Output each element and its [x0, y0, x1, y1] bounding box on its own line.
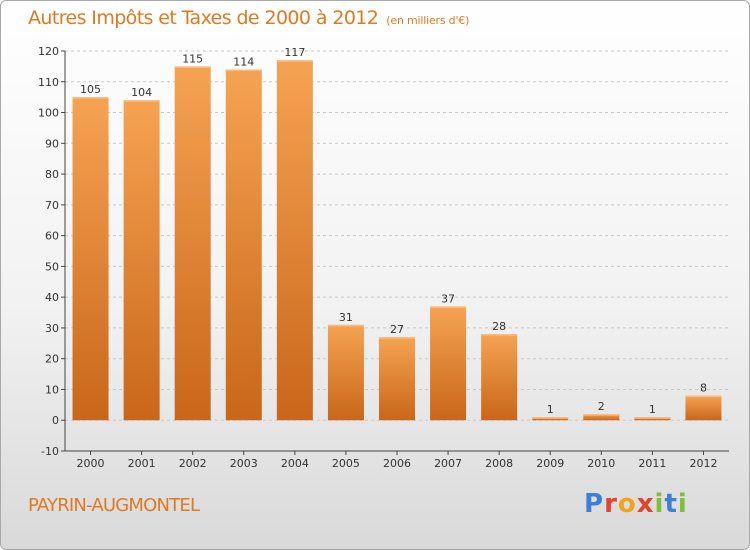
- bar: [276, 60, 313, 421]
- bar: [225, 69, 262, 421]
- bar-highlight: [379, 337, 415, 339]
- bar: [583, 414, 620, 421]
- y-tick-label: 100: [38, 107, 59, 120]
- y-tick-label: 90: [45, 137, 59, 150]
- logo-letter: i: [654, 489, 665, 519]
- bar-highlight: [685, 395, 722, 398]
- bar-highlight: [123, 100, 160, 102]
- x-tick-label: 2010: [587, 457, 615, 470]
- data-label: 31: [339, 311, 353, 324]
- x-tick-label: 2004: [281, 457, 309, 470]
- x-tick-label: 2003: [230, 457, 258, 470]
- bar-highlight: [174, 66, 211, 68]
- y-tick-label: 20: [45, 353, 59, 366]
- x-tick-label: 2001: [128, 457, 156, 470]
- x-tick-label: 2012: [689, 457, 717, 470]
- x-tick-label: 2006: [383, 457, 411, 470]
- logo-letter: P: [584, 489, 605, 519]
- logo-letter: x: [636, 489, 655, 519]
- y-tick-label: -10: [41, 445, 59, 458]
- data-label: 114: [233, 55, 254, 68]
- bar-highlight: [583, 414, 620, 416]
- y-tick-label: 30: [45, 322, 59, 335]
- bar-highlight: [532, 417, 569, 419]
- logo-letter: o: [617, 489, 637, 519]
- data-label: 105: [80, 83, 101, 96]
- data-label: 117: [284, 46, 305, 59]
- bar-highlight: [634, 417, 671, 419]
- data-label: 1: [547, 403, 554, 416]
- bar: [634, 417, 671, 421]
- bar-highlight: [276, 60, 313, 62]
- logo-letter: t: [664, 489, 678, 519]
- title-row: Autres Impôts et Taxes de 2000 à 2012 (en…: [28, 7, 469, 29]
- chart-subtitle: (en milliers d'€): [386, 14, 470, 27]
- data-label: 1: [649, 403, 656, 416]
- bars-layer: 105 104 115 114 117 31 27 37 28 1 2 1 8: [72, 46, 722, 421]
- y-tick-label: 50: [45, 260, 59, 273]
- y-tick-label: 80: [45, 168, 59, 181]
- bar: [327, 324, 364, 421]
- bar: [430, 306, 467, 421]
- chart-title: Autres Impôts et Taxes de 2000 à 2012: [28, 7, 379, 29]
- bar: [379, 337, 415, 421]
- bar: [532, 417, 569, 421]
- bar: [481, 334, 518, 421]
- x-tick-label: 2002: [179, 457, 207, 470]
- y-tick-label: 120: [38, 45, 59, 58]
- data-label: 2: [598, 400, 605, 413]
- y-tick-label: 60: [45, 230, 59, 243]
- bar-highlight: [327, 324, 364, 327]
- y-tick-label: 70: [45, 199, 59, 212]
- x-tick-label: 2005: [332, 457, 360, 470]
- bar-highlight: [430, 306, 467, 308]
- bar: [174, 66, 211, 421]
- y-tick-label: 40: [45, 291, 59, 304]
- data-label: 27: [390, 323, 404, 336]
- bar-highlight: [72, 97, 109, 99]
- axes-layer: -10 0 10 20 30 40 50 60 70 80 90 100 110 120 2000 2001 2…: [38, 45, 729, 470]
- x-tick-label: 2011: [638, 457, 666, 470]
- proxiti-logo[interactable]: Proxiti: [584, 489, 688, 519]
- y-tick-label: 110: [38, 76, 59, 89]
- bar: [685, 395, 722, 421]
- data-label: 37: [441, 292, 455, 305]
- logo-letter: i: [677, 489, 688, 519]
- y-tick-label: 10: [45, 383, 59, 396]
- data-label: 8: [700, 382, 707, 395]
- data-label: 115: [182, 52, 203, 65]
- bar-highlight: [225, 69, 262, 71]
- commune-name: PAYRIN-AUGMONTEL: [28, 495, 200, 516]
- x-tick-label: 2008: [485, 457, 513, 470]
- x-tick-label: 2000: [77, 457, 105, 470]
- bar-highlight: [481, 334, 518, 336]
- data-label: 28: [492, 320, 506, 333]
- y-tick-label: 0: [52, 414, 59, 427]
- bar: [72, 97, 109, 421]
- x-tick-label: 2009: [536, 457, 564, 470]
- x-tick-label: 2007: [434, 457, 462, 470]
- data-label: 104: [131, 86, 152, 99]
- logo-letter: r: [604, 489, 618, 519]
- bar: [123, 100, 160, 421]
